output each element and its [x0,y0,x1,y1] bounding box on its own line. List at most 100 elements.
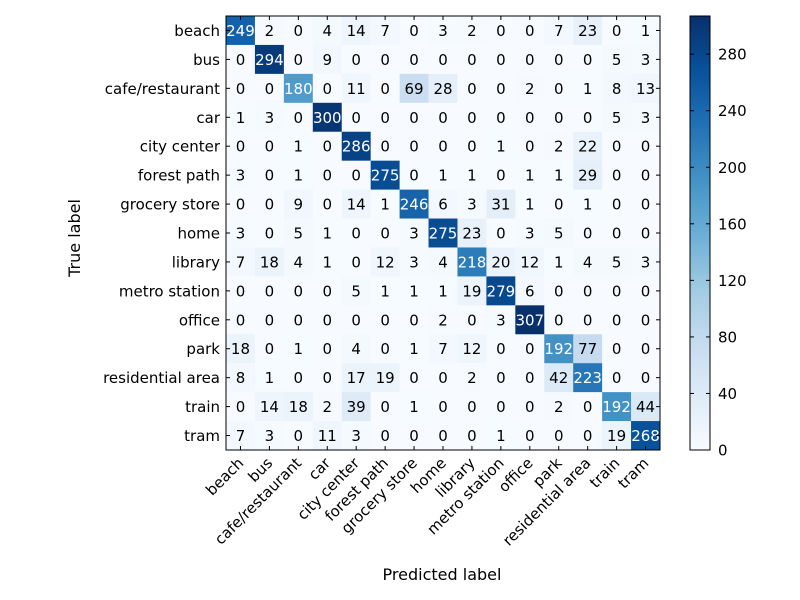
heatmap-cell [573,131,603,162]
heatmap-cell [544,276,574,306]
cell-value-label: 3 [409,253,419,271]
heatmap-cell [399,218,429,248]
heatmap-cell [602,189,632,219]
heatmap-cell [226,16,256,46]
cell-value-label: 5 [612,109,622,127]
heatmap-cell [631,73,661,104]
cell-value-label: 5 [294,225,304,243]
cell-value-label: 223 [573,369,602,387]
cell-value-label: 0 [612,225,622,243]
heatmap-cell [283,305,314,335]
heatmap-cell [341,421,372,451]
cell-value-label: 0 [438,427,448,445]
cell-value-label: 0 [496,225,506,243]
heatmap-cell [602,247,632,277]
heatmap-cell [631,131,661,162]
cell-value-label: 0 [525,51,535,69]
heatmap-cell [341,247,372,277]
cell-value-label: 0 [322,167,332,185]
cell-value-label: 0 [612,282,622,300]
heatmap-cell [515,334,545,364]
cell-value-label: 0 [438,369,448,387]
cell-value-label: 0 [641,282,651,300]
heatmap-cell [226,189,256,219]
heatmap-cell [226,421,256,451]
heatmap-cell [602,392,632,422]
cell-value-label: 0 [322,138,332,156]
cell-value-label: 294 [255,51,284,69]
heatmap-cell [341,189,372,219]
cell-value-label: 0 [380,80,390,98]
cell-value-label: 1 [438,282,448,300]
heatmap-cell [631,189,661,219]
heatmap-cell [602,334,632,364]
cell-value-label: 3 [265,109,275,127]
cell-value-label: 3 [265,427,275,445]
cell-value-label: 0 [265,80,275,98]
y-tick-label: city center [140,138,221,156]
cell-value-label: 0 [554,51,564,69]
heatmap-cell [486,392,516,422]
cell-value-label: 0 [496,398,506,416]
cell-value-label: 0 [322,80,332,98]
cell-value-label: 0 [583,427,593,445]
y-tick-label: grocery store [120,196,220,214]
cell-value-label: 0 [467,398,477,416]
cell-value-label: 1 [525,167,535,185]
heatmap-cell [515,305,545,335]
heatmap-cell [631,160,661,190]
heatmap-cell [602,276,632,306]
heatmap-cell [312,363,343,393]
cell-value-label: 0 [409,51,419,69]
heatmap-cell [283,16,314,46]
cell-value-label: 3 [438,22,448,40]
cell-value-label: 1 [380,196,390,214]
heatmap-cell [631,363,661,393]
cell-value-label: 4 [438,253,448,271]
cell-value-label: 0 [351,253,361,271]
cell-value-label: 11 [318,427,337,445]
heatmap-cell [544,363,574,393]
cell-value-label: 1 [496,427,506,445]
heatmap-cell [631,218,661,248]
cell-value-label: 0 [322,340,332,358]
cell-value-label: 0 [641,340,651,358]
cell-value-label: 23 [578,22,597,40]
cell-value-label: 14 [347,22,366,40]
cell-value-label: 19 [462,282,481,300]
heatmap-cell [370,189,400,219]
cell-value-label: 275 [371,167,400,185]
heatmap-cell [544,73,574,104]
cell-value-label: 279 [487,282,516,300]
cell-value-label: 0 [554,80,564,98]
heatmap-cell [283,218,314,248]
heatmap-cell [312,189,343,219]
cell-value-label: 5 [612,253,622,271]
heatmap-cell [428,102,458,133]
heatmap-cell [341,160,372,190]
heatmap-cell [341,131,372,162]
heatmap-cell [573,392,603,422]
cell-value-label: 28 [433,80,452,98]
cell-value-label: 0 [612,138,622,156]
heatmap-cell [457,392,487,422]
heatmap-cell [428,73,458,104]
heatmap-cell [631,392,661,422]
heatmap-cell [602,16,632,46]
heatmap-cell [544,44,574,75]
heatmap-cell [631,102,661,133]
cell-value-label: 0 [351,51,361,69]
heatmap-cell [370,131,400,162]
cell-value-label: 1 [294,138,304,156]
heatmap-cell [254,44,285,75]
heatmap-cell [544,305,574,335]
heatmap-cell [428,363,458,393]
cell-value-label: 42 [549,369,568,387]
cell-value-label: 218 [458,253,487,271]
cell-value-label: 7 [236,427,246,445]
heatmap-cell [486,305,516,335]
heatmap-cell [254,218,285,248]
heatmap-cell [631,16,661,46]
cell-value-label: 0 [583,109,593,127]
heatmap-cell [544,16,574,46]
